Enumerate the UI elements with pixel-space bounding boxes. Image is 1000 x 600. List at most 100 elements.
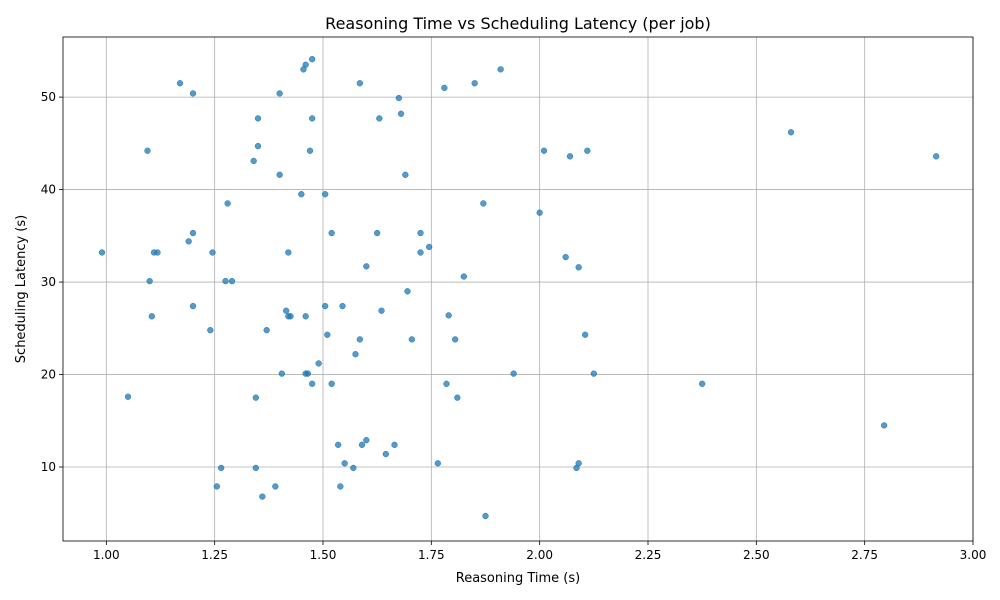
data-point	[337, 484, 343, 490]
data-point	[283, 308, 289, 314]
data-point	[881, 423, 887, 429]
data-point	[563, 254, 569, 260]
data-point	[259, 494, 265, 500]
data-point	[147, 278, 153, 284]
data-point	[376, 115, 382, 121]
x-axis-label: Reasoning Time (s)	[456, 571, 580, 586]
data-point	[480, 201, 486, 207]
data-point	[301, 66, 307, 72]
data-point	[225, 201, 231, 207]
data-point	[214, 484, 220, 490]
data-point	[435, 460, 441, 466]
data-point	[99, 250, 105, 256]
data-point	[418, 230, 424, 236]
data-point	[398, 111, 404, 117]
data-point	[498, 66, 504, 72]
data-point	[177, 80, 183, 86]
data-point	[591, 371, 597, 377]
y-tick-label: 30	[41, 275, 56, 289]
x-tick-label: 2.50	[743, 548, 770, 562]
y-tick-label: 50	[41, 90, 56, 104]
data-point	[229, 278, 235, 284]
chart-title: Reasoning Time vs Scheduling Latency (pe…	[325, 14, 711, 33]
data-point	[699, 381, 705, 387]
data-point	[335, 442, 341, 448]
data-point	[298, 191, 304, 197]
data-point	[446, 312, 452, 318]
data-point	[253, 465, 259, 471]
data-point	[145, 148, 151, 154]
data-point	[279, 371, 285, 377]
data-point	[329, 381, 335, 387]
data-point	[402, 172, 408, 178]
data-point	[322, 303, 328, 309]
x-tick-label: 1.00	[93, 548, 120, 562]
data-point	[223, 278, 229, 284]
data-point	[190, 230, 196, 236]
data-point	[357, 337, 363, 343]
data-point	[340, 303, 346, 309]
data-point	[303, 313, 309, 319]
y-tick-label: 10	[41, 460, 56, 474]
data-point	[379, 308, 385, 314]
data-point	[788, 129, 794, 135]
data-point	[426, 244, 432, 250]
data-point	[277, 91, 283, 97]
data-point	[309, 115, 315, 121]
data-point	[444, 381, 450, 387]
data-point	[537, 210, 543, 216]
data-point	[584, 148, 590, 154]
data-point	[329, 230, 335, 236]
y-tick-label: 40	[41, 183, 56, 197]
data-point	[567, 153, 573, 159]
data-point	[574, 465, 580, 471]
data-point	[353, 351, 359, 357]
x-tick-label: 2.75	[851, 548, 878, 562]
data-point	[264, 327, 270, 333]
data-point	[483, 513, 489, 519]
data-point	[418, 250, 424, 256]
data-point	[207, 327, 213, 333]
x-tick-label: 2.00	[526, 548, 553, 562]
data-point	[363, 263, 369, 269]
data-point	[149, 313, 155, 319]
data-point	[582, 332, 588, 338]
y-axis-label: Scheduling Latency (s)	[14, 215, 29, 363]
data-point	[309, 56, 315, 62]
data-point	[396, 95, 402, 101]
data-point	[190, 303, 196, 309]
data-point	[441, 85, 447, 91]
data-point	[288, 313, 294, 319]
data-point	[324, 332, 330, 338]
data-point	[186, 238, 192, 244]
data-point	[255, 115, 261, 121]
data-point	[576, 264, 582, 270]
x-tick-label: 3.00	[960, 548, 987, 562]
data-point	[285, 250, 291, 256]
data-point	[190, 91, 196, 97]
data-point	[342, 460, 348, 466]
data-point	[472, 80, 478, 86]
data-point	[309, 381, 315, 387]
data-point	[322, 191, 328, 197]
data-point	[405, 288, 411, 294]
data-point	[210, 250, 216, 256]
data-point	[363, 437, 369, 443]
data-point	[392, 442, 398, 448]
data-point	[155, 250, 161, 256]
data-point	[359, 442, 365, 448]
data-point	[218, 465, 224, 471]
data-point	[383, 451, 389, 457]
x-tick-label: 2.25	[635, 548, 662, 562]
data-point	[350, 465, 356, 471]
data-point	[316, 361, 322, 367]
data-point	[374, 230, 380, 236]
data-point	[511, 371, 517, 377]
y-tick-label: 20	[41, 368, 56, 382]
data-point	[454, 395, 460, 401]
data-point	[357, 80, 363, 86]
data-point	[272, 484, 278, 490]
data-point	[307, 148, 313, 154]
x-tick-label: 1.75	[418, 548, 445, 562]
